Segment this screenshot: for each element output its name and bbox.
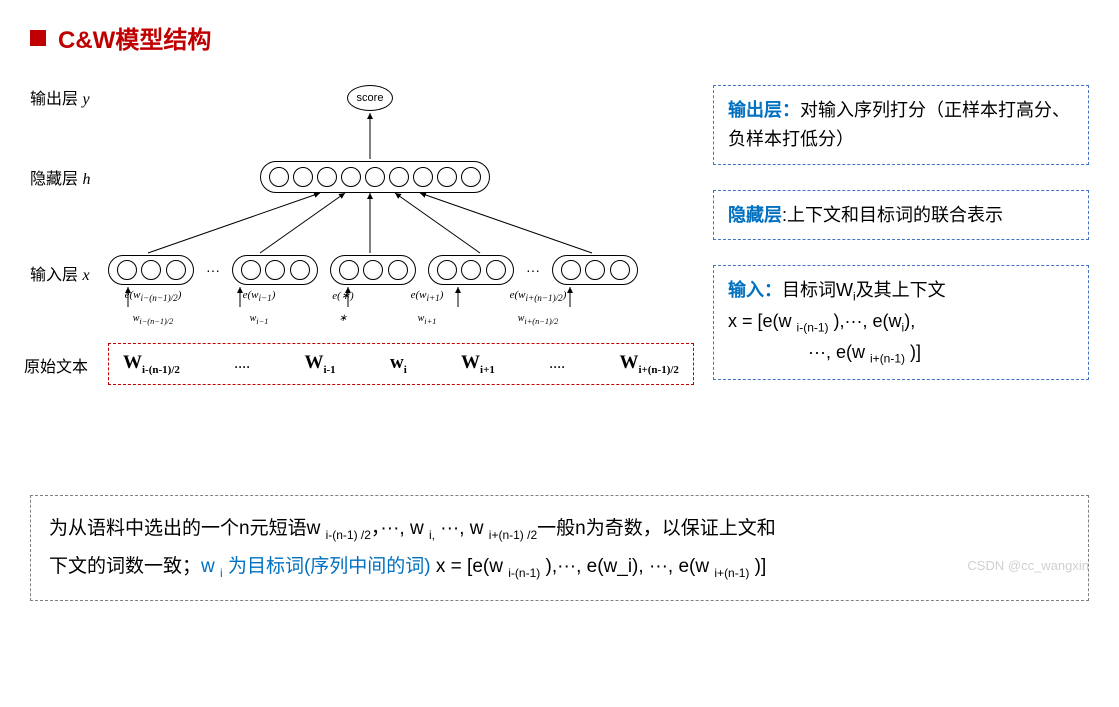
input-capsule	[330, 255, 416, 285]
input-row: ··· ···	[108, 255, 638, 285]
dots: ···	[206, 262, 220, 278]
arrows-svg	[30, 85, 690, 345]
raw-token: Wi+1	[461, 352, 495, 376]
w-label: wi−(n−1)/2	[108, 313, 198, 326]
input-capsule	[552, 255, 638, 285]
raw-token: Wi-1	[304, 352, 335, 376]
hidden-annotation: 隐藏层:上下文和目标词的联合表示	[713, 190, 1089, 241]
raw-dots: ....	[549, 355, 565, 373]
raw-token: Wi-(n-1)/2	[123, 352, 180, 376]
e-label: e(wi−(n−1)/2)	[108, 289, 198, 303]
raw-text-label: 原始文本	[24, 353, 88, 377]
bullet-icon	[30, 30, 46, 46]
annot-text: :上下文和目标词的联合表示	[782, 205, 1003, 225]
bottom-description: 为从语料中选出的一个n元短语w i-(n-1) /2，···, w i, ···…	[30, 495, 1089, 601]
watermark: CSDN @cc_wangxin	[967, 558, 1089, 573]
raw-dots: ....	[234, 355, 250, 373]
w-label: wi+1	[388, 313, 466, 326]
annot-label: 输入：	[728, 280, 782, 300]
annot-label: 输出层：	[728, 100, 800, 120]
raw-token: wi	[390, 352, 407, 376]
title-row: C&W模型结构	[30, 20, 1089, 55]
w-label: ∗	[298, 313, 388, 326]
raw-token: Wi+(n-1)/2	[619, 352, 679, 376]
input-capsule	[108, 255, 194, 285]
w-labels: wi−(n−1)/2 wi−1 ∗ wi+1 wi+(n−1)/2	[108, 313, 588, 326]
e-labels: e(wi−(n−1)/2) e(wi−1) e(∗) e(wi+1) e(wi+…	[108, 289, 588, 303]
diagram-area: 输出层 y 隐藏层 h 输入层 x 原始文本 score	[30, 85, 683, 385]
bottom-line1: 为从语料中选出的一个n元短语w i-(n-1) /2，···, w i, ···…	[49, 518, 776, 539]
annot-formula: ···, e(w i+(n-1) )]	[808, 338, 921, 369]
w-label: wi+(n−1)/2	[488, 313, 588, 326]
bottom-line2: 下文的词数一致；w i 为目标词(序列中间的词) x = [e(w i-(n-1…	[49, 556, 766, 577]
dots: ···	[526, 262, 540, 278]
input-capsule	[428, 255, 514, 285]
output-annotation: 输出层：对输入序列打分（正样本打高分、负样本打低分）	[713, 85, 1089, 165]
raw-text-box: Wi-(n-1)/2 .... Wi-1 wi Wi+1 .... Wi+(n-…	[108, 343, 694, 385]
main-row: 输出层 y 隐藏层 h 输入层 x 原始文本 score	[30, 85, 1089, 385]
e-label: e(∗)	[298, 289, 388, 303]
annot-text: 目标词Wi及其上下文	[782, 280, 946, 300]
page-title: C&W模型结构	[58, 20, 211, 55]
annot-label: 隐藏层	[728, 205, 782, 225]
w-label: wi−1	[220, 313, 298, 326]
input-annotation: 输入：目标词Wi及其上下文 x = [e(w i-(n-1) ),···, e(…	[713, 265, 1089, 379]
e-label: e(wi+(n−1)/2)	[488, 289, 588, 303]
e-label: e(wi−1)	[220, 289, 298, 303]
annot-formula: x = [e(w i-(n-1) ),···, e(wi),	[728, 311, 915, 331]
annotation-column: 输出层：对输入序列打分（正样本打高分、负样本打低分） 隐藏层:上下文和目标词的联…	[713, 85, 1089, 380]
input-capsule	[232, 255, 318, 285]
diagram: 输出层 y 隐藏层 h 输入层 x 原始文本 score	[30, 85, 683, 385]
e-label: e(wi+1)	[388, 289, 466, 303]
